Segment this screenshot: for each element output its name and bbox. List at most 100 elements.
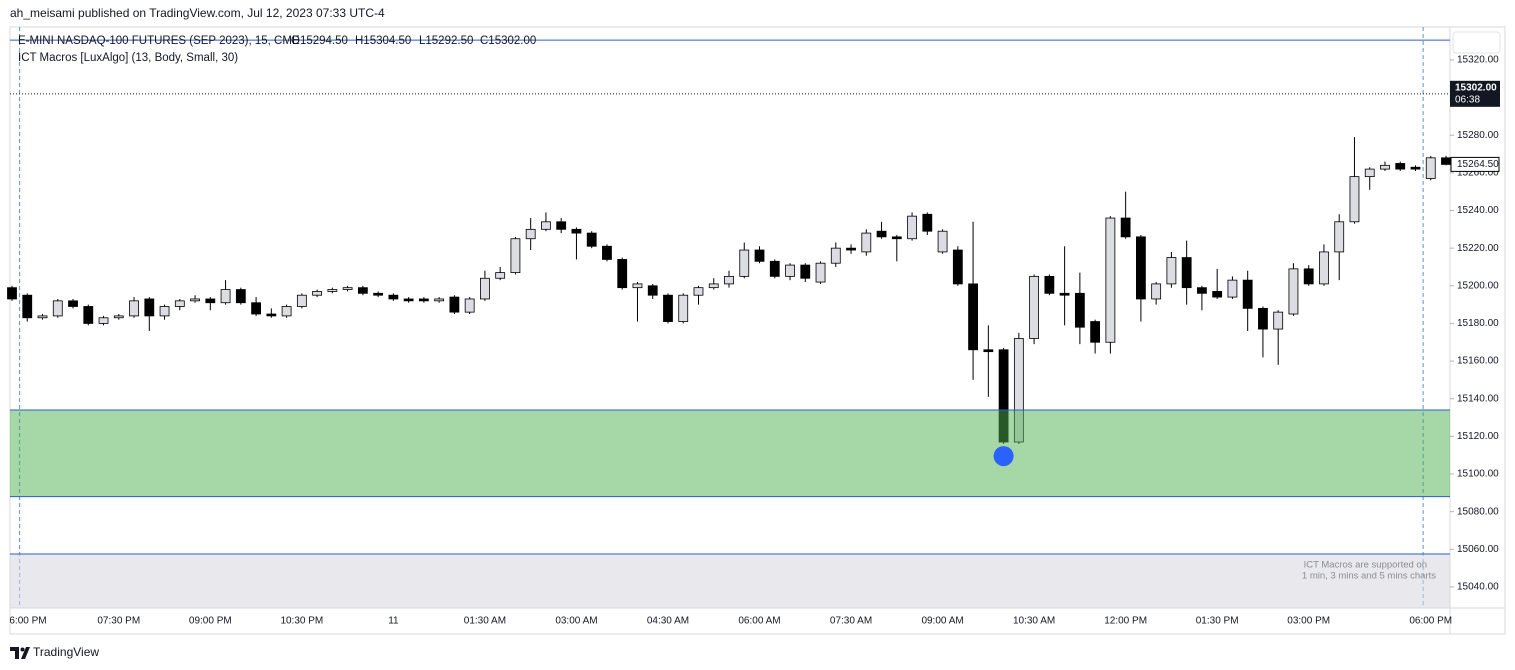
candle-body: [937, 230, 948, 253]
candle-body: [571, 228, 582, 234]
candle-body: [357, 287, 368, 294]
scale-button[interactable]: [1452, 31, 1501, 54]
candle-body: [602, 245, 612, 260]
candle-body: [1135, 236, 1146, 300]
candle-body: [464, 298, 475, 313]
candle-body: [1364, 168, 1375, 178]
candle-body: [1273, 311, 1284, 330]
candle-body: [1090, 321, 1101, 343]
x-tick-label: 01:30 PM: [1196, 616, 1239, 627]
candle-body: [251, 302, 261, 315]
candle-body: [113, 315, 124, 319]
candle-body: [83, 306, 94, 324]
candle-body: [708, 283, 719, 289]
y-tick-label: 15120.00: [1457, 431, 1499, 442]
x-tick-label: 07:30 PM: [97, 616, 140, 627]
x-tick-label: 10:30 PM: [280, 616, 323, 627]
candle-body: [22, 294, 33, 319]
x-tick-label: 11: [388, 616, 399, 627]
x-tick-label: 12:00 PM: [1104, 616, 1147, 627]
candle-body: [1151, 283, 1162, 300]
candle-body: [525, 228, 536, 240]
candle-body: [724, 275, 734, 285]
y-tick-label: 15220.00: [1457, 243, 1499, 254]
x-tick-label: 03:00 PM: [1287, 616, 1330, 627]
indicator-note: 1 min, 3 mins and 5 mins charts: [1302, 571, 1436, 582]
x-tick-label: 6:00 PM: [9, 616, 46, 627]
y-tick-label: 15260.00: [1457, 168, 1499, 179]
candle-body: [98, 317, 109, 324]
candle-body: [1181, 257, 1192, 289]
last-price-label: 15264.50: [1457, 159, 1499, 170]
y-tick-label: 15160.00: [1457, 356, 1499, 367]
candle-body: [1395, 163, 1406, 170]
candle-body: [617, 259, 628, 289]
candle-body: [754, 249, 765, 262]
legend: E-MINI NASDAQ-100 FUTURES (SEP 2023), 15…: [18, 35, 536, 64]
candle-body: [968, 283, 978, 351]
candle-body: [1258, 307, 1268, 330]
candle-body: [235, 289, 246, 304]
candle-body: [388, 294, 399, 300]
candle-body: [480, 277, 490, 300]
candle-body: [739, 249, 750, 277]
candle-body: [785, 264, 795, 277]
candle-body: [769, 260, 780, 277]
candle-body: [449, 296, 460, 313]
plot: [7, 27, 1451, 608]
candle-body: [220, 289, 231, 304]
candle-body: [1349, 176, 1360, 223]
logo-mark: [10, 647, 30, 659]
candle-body: [647, 285, 658, 296]
candle-body: [1166, 257, 1177, 285]
chart-frame: [9, 26, 1506, 635]
candle-body: [1441, 157, 1451, 165]
x-tick-label: 07:30 AM: [830, 616, 872, 627]
ohlc-high: H15304.50: [355, 35, 411, 47]
macro-zone: [10, 410, 1450, 497]
candle-body: [7, 287, 17, 300]
candle-body: [434, 298, 445, 302]
y-tick-label: 15280.00: [1457, 130, 1499, 141]
indicator-note: ICT Macros are supported on: [1304, 560, 1427, 571]
candle-body: [541, 221, 551, 230]
candle-body: [1212, 291, 1223, 298]
x-tick-label: 01:30 AM: [464, 616, 506, 627]
candle-body: [1197, 287, 1207, 294]
candle-body: [800, 264, 811, 279]
candle-body: [1319, 251, 1329, 285]
candle-body: [1380, 164, 1390, 170]
candle-body: [556, 221, 567, 230]
candle-body: [663, 294, 673, 322]
candle-body: [281, 306, 292, 317]
price-tag-countdown: 06:38: [1455, 94, 1480, 105]
last-price-tag: [1450, 156, 1500, 172]
candle-body: [1334, 221, 1345, 253]
candle-body: [1425, 157, 1436, 179]
candle-body: [1410, 166, 1421, 170]
price-tag: [1450, 80, 1500, 107]
candle-body: [327, 289, 338, 292]
candle-body: [68, 300, 78, 307]
y-tick-label: 15240.00: [1457, 205, 1499, 216]
candle-body: [495, 272, 506, 279]
y-tick-label: 15080.00: [1457, 506, 1499, 517]
symbol-name: E-MINI NASDAQ-100 FUTURES (SEP 2023), 15…: [18, 35, 300, 47]
y-tick-label: 15140.00: [1457, 393, 1499, 404]
y-tick-label: 15060.00: [1457, 544, 1499, 555]
candle-body: [922, 213, 933, 232]
candle-body: [1029, 275, 1040, 339]
x-tick-label: 03:00 AM: [555, 616, 597, 627]
unsupported-zone: [10, 553, 1450, 608]
candle-body: [983, 349, 994, 353]
candle-body: [1227, 279, 1238, 298]
candle-body: [1303, 268, 1314, 285]
candle-body: [830, 247, 841, 264]
candle-body: [296, 294, 307, 307]
tradingview-logo: [10, 647, 30, 659]
ohlc-low: L15292.50: [419, 35, 473, 47]
candle-body: [129, 300, 139, 317]
candle-body: [1044, 275, 1055, 294]
